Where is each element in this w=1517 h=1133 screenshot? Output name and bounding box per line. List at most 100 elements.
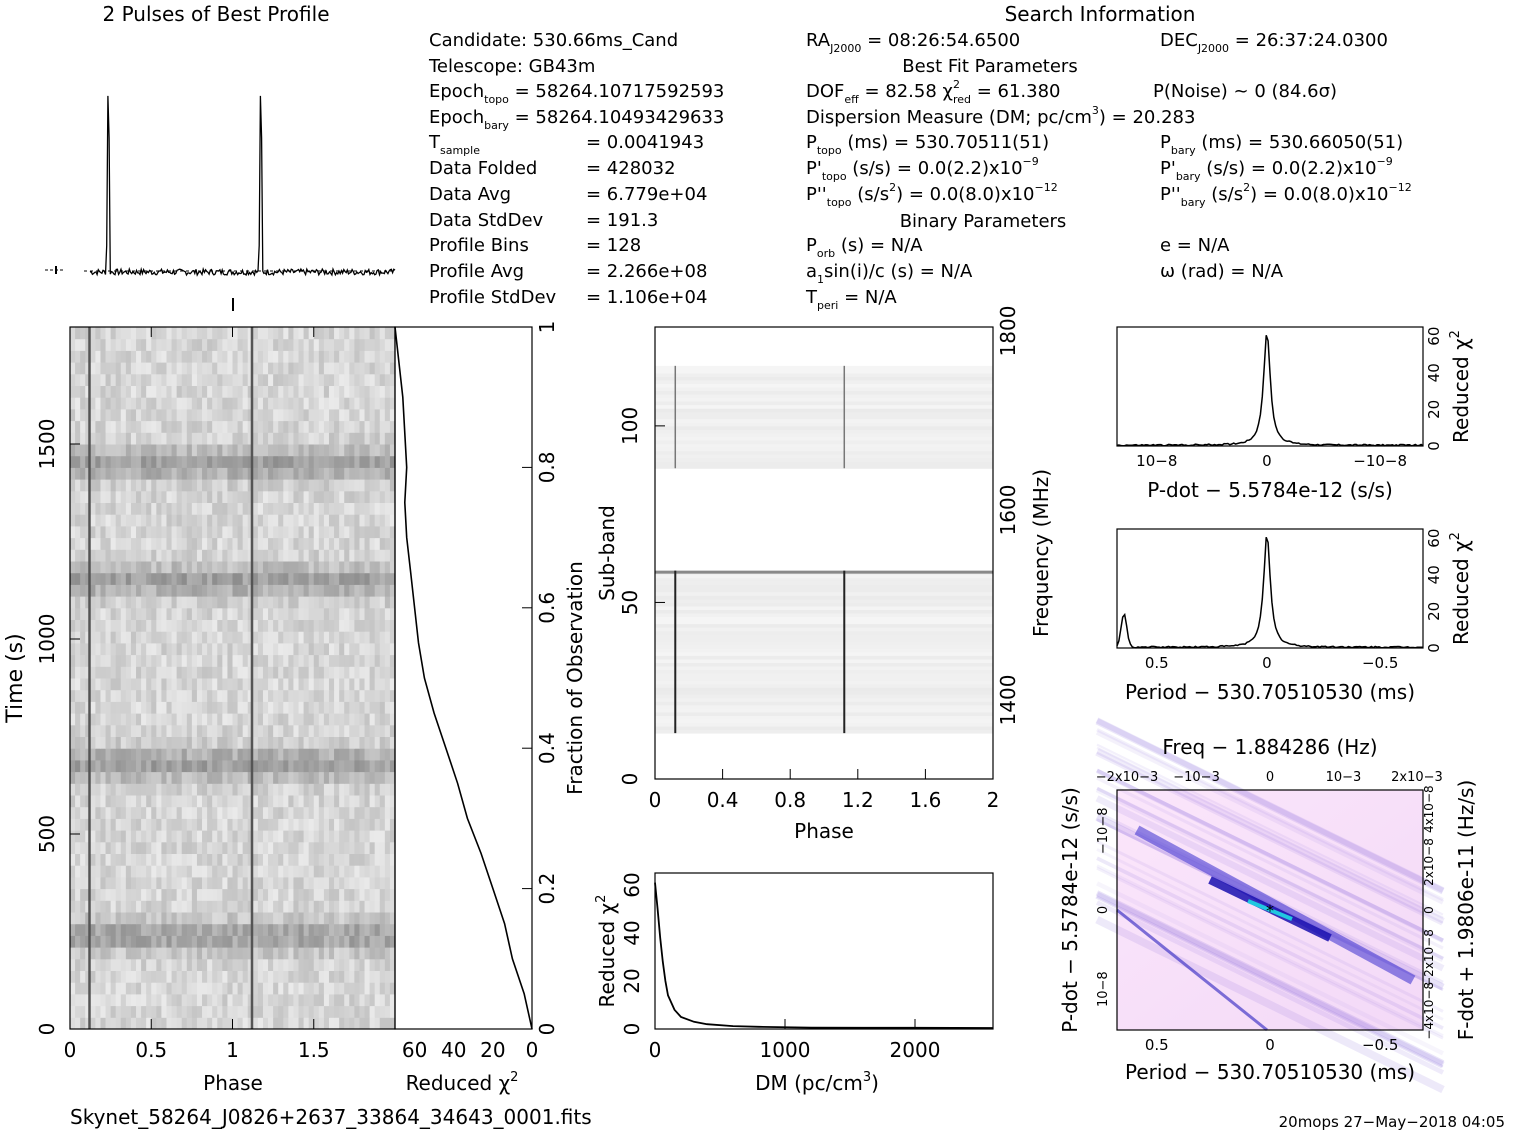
heatmap-cell xyxy=(75,876,81,890)
heatmap-cell xyxy=(217,420,223,433)
heatmap-cell xyxy=(359,736,366,749)
heatmap-cell xyxy=(202,467,208,480)
heatmap-cell xyxy=(156,841,162,854)
heatmap-cell xyxy=(95,724,101,737)
heatmap-cell xyxy=(156,432,162,445)
heatmap-cell xyxy=(283,596,289,609)
heatmap-cell xyxy=(262,490,269,503)
heatmap-cell xyxy=(232,900,239,913)
heatmap-cell xyxy=(110,1005,117,1018)
heatmap-cell xyxy=(389,701,396,714)
heatmap-cell xyxy=(146,362,152,375)
heatmap-cell xyxy=(364,619,371,632)
heatmap-cell xyxy=(80,362,86,375)
heatmap-cell xyxy=(364,853,371,866)
heatmap-cell xyxy=(105,1017,112,1030)
heatmap-cell xyxy=(298,947,305,960)
tick-label: 0 xyxy=(1262,654,1272,672)
heatmap-cell xyxy=(247,888,254,901)
heatmap-cell xyxy=(166,572,173,585)
heatmap-cell xyxy=(141,713,147,726)
heatmap-cell xyxy=(110,923,117,936)
heatmap-cell xyxy=(374,631,381,644)
heatmap-cell xyxy=(90,385,96,398)
heatmap-cell xyxy=(242,432,249,445)
heatmap-cell xyxy=(151,806,157,819)
heatmap-cell xyxy=(222,958,228,971)
heatmap-cell xyxy=(252,830,259,843)
heatmap-cell xyxy=(207,642,213,656)
heatmap-cell xyxy=(242,935,249,948)
heatmap-cell xyxy=(100,561,107,574)
heatmap-cell xyxy=(100,607,107,620)
heatmap-cell xyxy=(374,561,381,574)
heatmap-cell xyxy=(156,549,162,562)
heatmap-cell xyxy=(196,865,203,878)
heatmap-cell xyxy=(268,1017,274,1030)
heatmap-cell xyxy=(379,397,386,410)
heatmap-cell xyxy=(293,830,300,843)
heatmap-cell xyxy=(334,830,340,843)
heatmap-cell xyxy=(100,724,107,737)
heatmap-cell xyxy=(262,818,269,831)
heatmap-cell xyxy=(100,502,107,515)
heatmap-cell xyxy=(202,1005,208,1018)
heatmap-cell xyxy=(222,1017,228,1030)
heatmap-cell xyxy=(293,362,300,375)
heatmap-cell xyxy=(80,689,86,702)
heatmap-cell xyxy=(191,818,198,831)
heatmap-cell xyxy=(364,841,371,854)
heatmap-cell xyxy=(212,806,218,819)
heatmap-cell xyxy=(293,888,300,901)
heatmap-cell xyxy=(334,806,340,819)
heatmap-cell xyxy=(323,853,330,866)
heatmap-cell xyxy=(354,338,360,351)
heatmap-cell xyxy=(75,666,81,679)
heatmap-cell xyxy=(359,549,366,562)
heatmap-cell xyxy=(146,853,152,866)
heatmap-cell xyxy=(283,514,289,527)
heatmap-cell xyxy=(237,327,244,340)
heatmap-cell xyxy=(217,631,223,644)
heatmap-cell xyxy=(105,923,112,936)
heatmap-cell xyxy=(110,397,117,410)
heatmap-cell xyxy=(237,759,244,773)
heatmap-cell xyxy=(237,490,244,503)
heatmap-cell xyxy=(70,338,76,351)
heatmap-cell xyxy=(359,584,366,597)
heatmap-cell xyxy=(354,525,360,539)
heatmap-cell xyxy=(141,841,147,854)
heatmap-cell xyxy=(232,373,239,386)
heatmap-cell xyxy=(171,607,178,620)
heatmap-cell xyxy=(222,607,228,620)
heatmap-cell xyxy=(237,923,244,936)
heatmap-cell xyxy=(202,490,208,503)
heatmap-cell xyxy=(196,912,203,925)
heatmap-cell xyxy=(283,701,289,714)
heatmap-cell xyxy=(222,853,228,866)
heatmap-cell xyxy=(166,432,173,445)
heatmap-cell xyxy=(222,935,228,948)
heatmap-cell xyxy=(242,584,249,597)
heatmap-cell xyxy=(308,865,315,878)
heatmap-cell xyxy=(318,455,325,468)
heatmap-cell xyxy=(313,584,320,597)
heatmap-streak xyxy=(1096,751,1444,924)
heatmap-cell xyxy=(207,467,213,480)
heatmap-cell xyxy=(247,935,254,948)
heatmap-cell xyxy=(334,783,340,796)
heatmap-cell xyxy=(212,596,218,609)
heatmap-cell xyxy=(354,642,360,656)
heatmap-cell xyxy=(232,876,239,890)
heatmap-cell xyxy=(141,982,147,995)
heatmap-cell xyxy=(227,876,233,890)
heatmap-cell xyxy=(298,455,305,468)
info-left-line: Telescope: GB43m xyxy=(428,56,595,77)
heatmap-cell xyxy=(105,701,112,714)
heatmap-cell xyxy=(298,596,305,609)
heatmap-cell xyxy=(318,467,325,480)
heatmap-cell xyxy=(75,607,81,620)
heatmap-cell xyxy=(298,713,305,726)
heatmap-cell xyxy=(278,806,284,819)
heatmap-cell xyxy=(374,900,381,913)
